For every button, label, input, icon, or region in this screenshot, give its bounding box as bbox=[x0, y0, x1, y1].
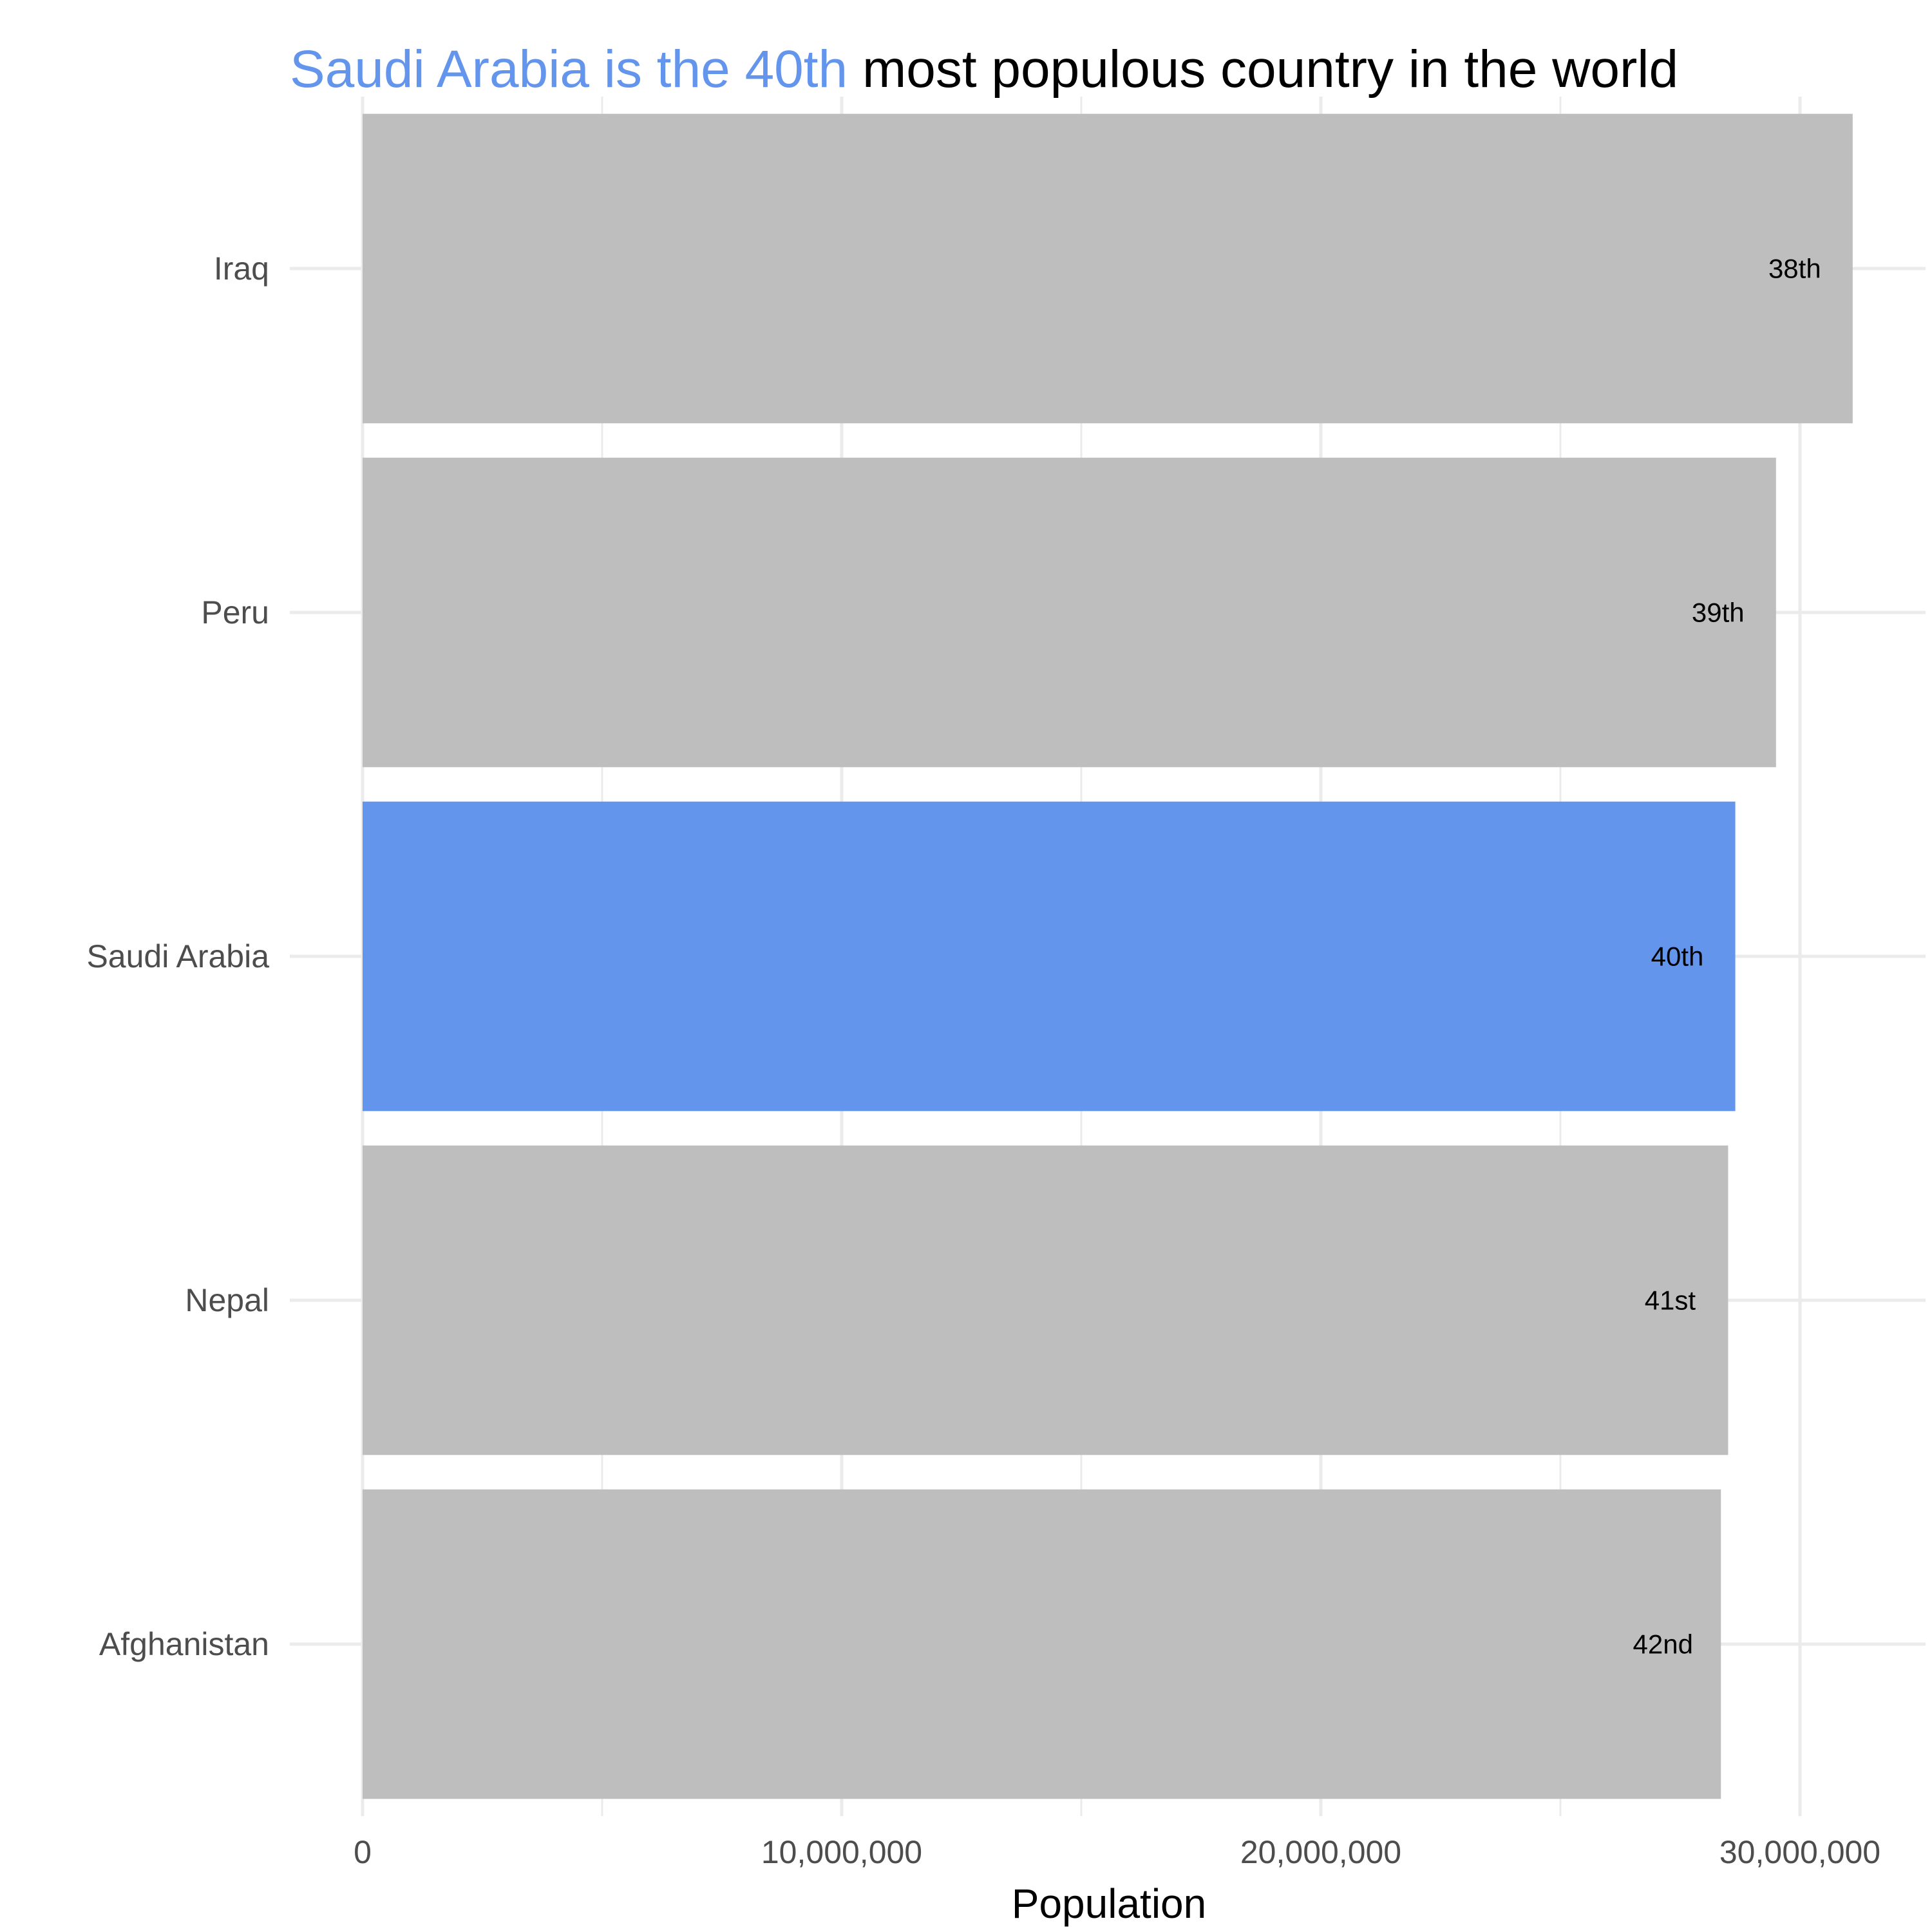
bar-peru bbox=[363, 457, 1776, 768]
chart-title-highlight: Saudi Arabia is the 40th bbox=[290, 40, 848, 99]
x-tick-label: 20,000,000 bbox=[1240, 1834, 1401, 1870]
x-axis: 0 10,000,000 20,000,000 30,000,000 bbox=[354, 1834, 1880, 1870]
y-tick-label: Afghanistan bbox=[99, 1626, 269, 1662]
bar-rank-label: 42nd bbox=[1633, 1629, 1693, 1660]
y-tick-label: Peru bbox=[201, 594, 269, 630]
chart-title: Saudi Arabia is the 40th most populous c… bbox=[290, 40, 1678, 99]
bar-saudi-arabia bbox=[363, 801, 1736, 1112]
bar-iraq bbox=[363, 113, 1853, 424]
x-tick-label: 0 bbox=[354, 1834, 372, 1870]
bar-rank-label: 40th bbox=[1651, 942, 1704, 972]
bars-layer bbox=[363, 113, 1853, 1799]
y-tick-label: Saudi Arabia bbox=[86, 938, 269, 974]
y-tick-label: Iraq bbox=[214, 251, 269, 287]
bar-labels-layer: 38th 39th 40th 41st 42nd bbox=[1633, 254, 1821, 1660]
bar-nepal bbox=[363, 1145, 1728, 1455]
bar-afghanistan bbox=[363, 1489, 1721, 1799]
bar-rank-label: 38th bbox=[1768, 254, 1821, 284]
y-tick-label: Nepal bbox=[185, 1282, 269, 1318]
y-axis: Iraq Peru Saudi Arabia Nepal Afghanistan bbox=[86, 251, 269, 1662]
x-tick-label: 10,000,000 bbox=[761, 1834, 922, 1870]
x-tick-label: 30,000,000 bbox=[1719, 1834, 1880, 1870]
bar-rank-label: 39th bbox=[1692, 598, 1745, 628]
chart-title-rest: most populous country in the world bbox=[848, 40, 1678, 99]
x-axis-title: Population bbox=[1012, 1880, 1206, 1927]
bar-rank-label: 41st bbox=[1645, 1285, 1696, 1316]
